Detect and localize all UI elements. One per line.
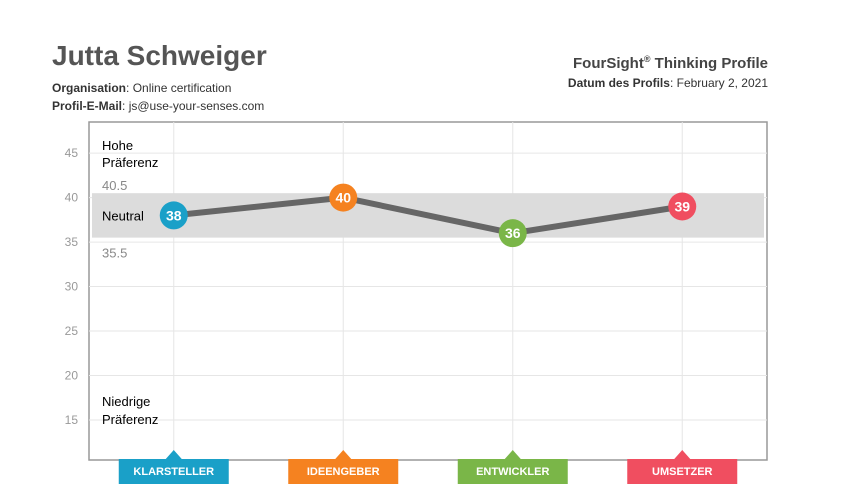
data-point-ideengeber — [329, 183, 358, 212]
date-label: Datum des Profils — [567, 76, 670, 90]
data-label-ideengeber: 40 — [335, 190, 351, 206]
data-point-klarsteller — [159, 201, 188, 230]
band-low-value: 35.5 — [102, 246, 127, 261]
profile-date: Datum des Profils: February 2, 2021 — [567, 76, 768, 90]
data-point-entwickler — [498, 219, 527, 248]
y-tick-35: 35 — [65, 235, 79, 249]
high-preference-label-2: Präferenz — [102, 155, 158, 170]
registered-mark: ® — [643, 54, 651, 64]
email-line: Profil-E-Mail: js@use-your-senses.com — [52, 99, 265, 113]
data-point-umsetzer — [668, 192, 697, 221]
data-label-klarsteller: 38 — [166, 207, 182, 223]
title-rest: Thinking Profile — [654, 55, 768, 72]
profile-title: FourSight® Thinking Profile — [573, 54, 768, 72]
data-label-umsetzer: 39 — [674, 199, 690, 215]
y-tick-20: 20 — [65, 369, 79, 383]
chart-frame — [88, 121, 768, 461]
profile-line — [170, 194, 686, 237]
email-label: Profil-E-Mail — [52, 99, 123, 113]
organisation-value: Online certification — [132, 81, 232, 95]
category-tab-entwickler — [457, 450, 568, 484]
y-tick-25: 25 — [65, 324, 79, 338]
category-tab-ideengeber — [288, 450, 399, 484]
category-label-ideengeber: IDEENGEBER — [307, 466, 380, 478]
high-preference-label-1: Hohe — [102, 138, 133, 153]
y-tick-45: 45 — [65, 146, 79, 160]
grid-lines — [89, 122, 767, 460]
category-label-klarsteller: KLARSTELLER — [133, 466, 214, 478]
y-axis-ticks: 15 20 25 30 35 40 45 — [65, 146, 79, 427]
organisation-label: Organisation — [52, 81, 127, 95]
profile-name: Jutta Schweiger — [52, 40, 267, 71]
category-tab-klarsteller — [118, 450, 229, 484]
data-label-entwickler: 36 — [505, 225, 521, 241]
category-label-entwickler: ENTWICKLER — [476, 466, 549, 478]
low-preference-label-2: Präferenz — [102, 412, 158, 427]
title-brand: FourSight — [573, 55, 644, 72]
category-tabs: KLARSTELLER IDEENGEBER ENTWICKLER UMSETZER — [118, 450, 738, 484]
category-tab-umsetzer — [627, 450, 738, 484]
y-tick-15: 15 — [65, 413, 79, 427]
y-tick-30: 30 — [65, 280, 79, 294]
organisation-line: Organisation: Online certification — [52, 81, 232, 95]
email-value: js@use-your-senses.com — [128, 99, 265, 113]
low-preference-label-1: Niedrige — [102, 394, 150, 409]
band-high-value: 40.5 — [102, 178, 127, 193]
neutral-label: Neutral — [102, 208, 144, 223]
category-label-umsetzer: UMSETZER — [652, 466, 713, 478]
data-points: 38 40 36 39 — [159, 183, 697, 248]
date-value: February 2, 2021 — [676, 76, 768, 90]
y-tick-40: 40 — [65, 191, 79, 205]
